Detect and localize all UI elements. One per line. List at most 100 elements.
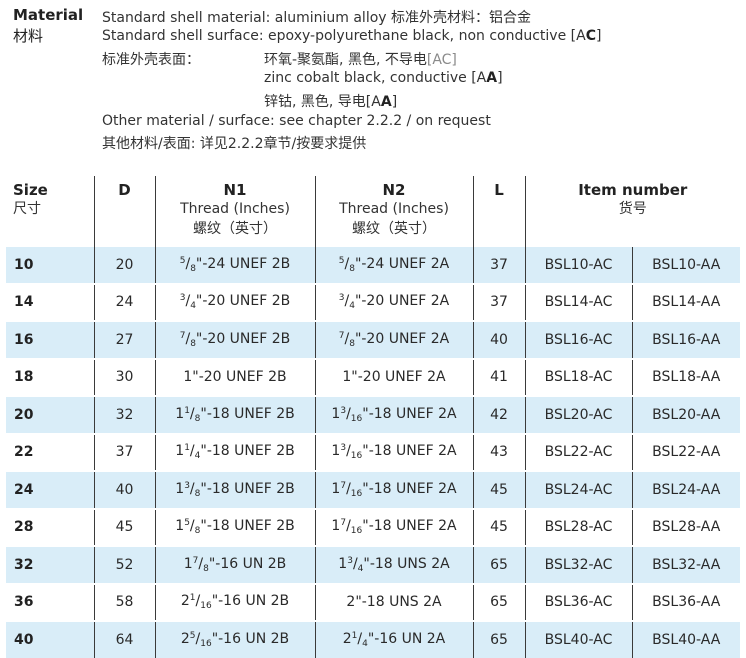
material-line-4-code: A (486, 70, 498, 86)
n2-thread-spec: "-20 UNEF 2A (351, 369, 446, 386)
l-cell: 65 (472, 620, 525, 658)
n1-cell: 5/8"-24 UNEF 2B (154, 247, 315, 284)
item-ac-cell: BSL10-AC (524, 247, 632, 284)
n2-numerator: 3 (347, 555, 353, 566)
n1-cell: 7/8"-20 UNEF 2B (154, 320, 315, 359)
n1-thread-spec: "-18 UNEF 2B (200, 480, 295, 497)
header-n1-label: N1 (223, 181, 247, 199)
item-ac-cell: BSL14-AC (524, 282, 632, 321)
n2-thread-spec: "-20 UNEF 2A (354, 293, 450, 310)
n2-thread-spec: "-18 UNS 2A (363, 555, 450, 572)
item-aa-cell: BSL14-AA (631, 282, 741, 321)
n2-denominator: 8 (349, 263, 355, 274)
spec-table-body: 10 20 5/8"-24 UNEF 2B 5/8"-24 UNEF 2A 37 BSL1… (6, 247, 741, 658)
header-d: D (93, 176, 155, 247)
n2-numerator: 3 (340, 405, 347, 416)
header-n1-cn: 螺纹（英寸） (193, 221, 277, 237)
l-cell: 45 (472, 470, 525, 509)
n1-cell: 11/8"-18 UNEF 2B (154, 395, 315, 434)
n1-whole: 1 (183, 369, 193, 386)
header-n1-sub: Thread (Inches) (180, 201, 290, 217)
item-aa-cell: BSL20-AA (631, 395, 741, 434)
size-cell: 10 (6, 247, 94, 284)
size-cell: 22 (6, 432, 94, 471)
n1-cell: 25/16"-16 UN 2B (154, 620, 315, 658)
size-cell: 16 (6, 320, 94, 359)
table-row: 22 37 11/4"-18 UNEF 2B 13/16"-18 UNEF 2A 43 B… (6, 432, 741, 471)
n2-whole: 1 (331, 405, 341, 422)
header-n2: N2 Thread (Inches) 螺纹（英寸） (314, 176, 473, 247)
l-cell: 37 (472, 282, 525, 321)
n2-thread-spec: "-18 UNS 2A (355, 594, 442, 611)
n2-thread-spec: "-18 UNEF 2A (362, 443, 457, 460)
header-n2-label: N2 (382, 181, 406, 199)
n1-whole: 2 (180, 630, 190, 647)
n1-numerator: 3 (184, 480, 190, 491)
n2-thread-spec: "-18 UNEF 2A (362, 405, 457, 422)
n2-thread-spec: "-24 UNEF 2A (354, 255, 450, 272)
l-cell: 65 (472, 582, 525, 621)
n2-cell: 17/16"-18 UNEF 2A (314, 507, 473, 546)
l-cell: 65 (472, 545, 525, 584)
n1-fraction-slash: / (198, 555, 204, 572)
material-line-2-end: ] (595, 28, 602, 44)
size-cell: 32 (6, 545, 94, 584)
item-aa-cell: BSL32-AA (631, 545, 741, 584)
item-aa-cell: BSL28-AA (631, 507, 741, 546)
table-row: 18 30 1"-20 UNEF 2B 1"-20 UNEF 2A 41 BSL18-AC… (6, 357, 741, 396)
n1-whole: 1 (175, 405, 185, 422)
n1-fraction-slash: / (185, 293, 191, 310)
l-cell: 42 (472, 395, 525, 434)
n2-whole: 1 (331, 443, 341, 460)
n1-fraction-slash: / (189, 518, 195, 535)
n1-whole: 1 (175, 443, 185, 460)
n2-cell: 2"-18 UNS 2A (314, 582, 473, 621)
n2-numerator: 5 (338, 255, 345, 266)
material-line-5-end: ] (391, 94, 398, 110)
n1-whole: 1 (175, 518, 185, 535)
header-size-label: Size (13, 181, 48, 199)
n2-thread-spec: "-16 UN 2A (367, 630, 446, 647)
n1-fraction-slash: / (195, 630, 201, 647)
n2-whole: 1 (342, 369, 352, 386)
table-row: 16 27 7/8"-20 UNEF 2B 7/8"-20 UNEF 2A 40 BSL1… (6, 320, 741, 359)
material-line-1: Standard shell material: aluminium alloy… (102, 7, 531, 27)
item-ac-cell: BSL22-AC (524, 432, 632, 471)
n1-numerator: 7 (192, 555, 199, 566)
n2-denominator: 4 (357, 563, 364, 574)
n2-whole: 1 (331, 518, 341, 535)
n1-fraction-slash: / (189, 480, 195, 497)
n2-fraction-slash: / (357, 630, 363, 647)
n1-numerator: 7 (179, 330, 186, 341)
item-ac-cell: BSL24-AC (524, 470, 632, 509)
n1-fraction-slash: / (185, 255, 191, 272)
n2-whole: 2 (346, 594, 356, 611)
n2-whole: 1 (338, 555, 348, 572)
l-cell: 40 (472, 320, 525, 359)
material-line-5-code: A (380, 94, 392, 110)
n2-cell: 17/16"-18 UNEF 2A (314, 470, 473, 509)
n2-numerator: 3 (340, 443, 347, 454)
n1-denominator: 4 (194, 451, 201, 462)
size-cell: 18 (6, 357, 94, 396)
material-line-5-text: 锌钴, 黑色, 导电[A (264, 94, 381, 110)
n1-thread-spec: "-16 UN 2B (211, 630, 290, 647)
n1-cell: 11/4"-18 UNEF 2B (154, 432, 315, 471)
n2-fraction-slash: / (346, 443, 351, 460)
table-row: 10 20 5/8"-24 UNEF 2B 5/8"-24 UNEF 2A 37 BSL1… (6, 247, 741, 284)
header-d-label: D (118, 181, 131, 199)
n1-thread-spec: "-16 UN 2B (211, 593, 290, 610)
n2-fraction-slash: / (344, 330, 350, 347)
table-row: 14 24 3/4"-20 UNEF 2B 3/4"-20 UNEF 2A 37 BSL1… (6, 282, 741, 321)
n2-denominator: 16 (350, 488, 363, 499)
n2-thread-spec: "-18 UNEF 2A (362, 480, 457, 497)
table-row: 28 45 15/8"-18 UNEF 2B 17/16"-18 UNEF 2A 45 B… (6, 507, 741, 546)
n2-numerator: 3 (338, 293, 345, 304)
l-cell: 37 (472, 247, 525, 284)
material-line-3-value: 环氧-聚氨酯, 黑色, 不导电 (264, 52, 427, 68)
item-aa-cell: BSL36-AA (631, 582, 741, 621)
n2-whole: 1 (331, 480, 341, 497)
material-line-3: 环氧-聚氨酯, 黑色, 不导电[AC] (264, 49, 457, 69)
table-row: 20 32 11/8"-18 UNEF 2B 13/16"-18 UNEF 2A 42 B… (6, 395, 741, 434)
d-cell: 32 (93, 395, 155, 434)
